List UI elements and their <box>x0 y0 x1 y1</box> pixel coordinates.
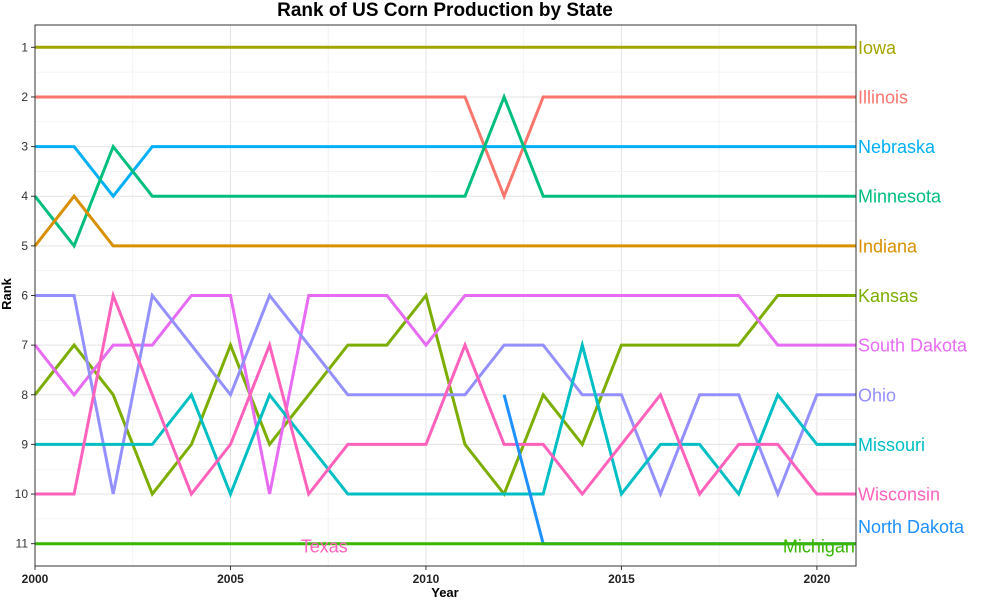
y-tick-label: 4 <box>21 189 28 203</box>
y-tick-label: 7 <box>21 338 28 352</box>
series-end-labels: Iowa Illinois Nebraska Minnesota Indiana Kans… <box>301 38 968 557</box>
series-line-indiana <box>33 193 856 248</box>
x-axis-ticks: 2000 2005 2010 2015 2020 <box>22 566 831 586</box>
y-tick-label: 1 <box>21 40 28 54</box>
y-axis-title: Rank <box>0 277 14 310</box>
series-label-indiana: Indiana <box>858 236 918 256</box>
x-axis-title: Year <box>431 585 458 600</box>
series-label-missouri: Missouri <box>858 435 925 455</box>
x-tick-label: 2005 <box>217 572 244 586</box>
series-label-ohio: Ohio <box>858 385 896 405</box>
y-tick-label: 5 <box>21 239 28 253</box>
y-tick-label: 3 <box>21 140 28 154</box>
y-tick-label: 2 <box>21 90 28 104</box>
y-tick-label: 10 <box>15 487 29 501</box>
series-line-kansas <box>33 292 856 497</box>
y-tick-label: 8 <box>21 388 28 402</box>
series-lines <box>33 45 856 546</box>
series-label-iowa: Iowa <box>858 38 897 58</box>
y-tick-label: 6 <box>21 289 28 303</box>
x-tick-label: 2020 <box>804 572 831 586</box>
y-tick-label: 9 <box>21 437 28 451</box>
series-line-minnesota <box>33 92 856 249</box>
y-axis-ticks: 1 2 3 4 5 6 7 8 9 10 11 <box>15 40 35 551</box>
series-label-kansas: Kansas <box>858 286 918 306</box>
x-tick-label: 2015 <box>608 572 635 586</box>
x-tick-label: 2000 <box>22 572 49 586</box>
x-tick-label: 2010 <box>413 572 440 586</box>
series-label-illinois: Illinois <box>858 87 908 107</box>
series-label-minnesota: Minnesota <box>858 187 942 207</box>
series-label-south-dakota: South Dakota <box>858 336 968 356</box>
y-tick-label: 11 <box>16 537 29 551</box>
series-label-michigan: Michigan <box>783 537 855 557</box>
series-line-nebraska <box>35 145 856 199</box>
series-label-nebraska: Nebraska <box>858 137 936 157</box>
series-label-wisconsin: Wisconsin <box>858 485 940 505</box>
series-label-texas: Texas <box>301 537 348 557</box>
series-label-north-dakota: North Dakota <box>858 517 965 537</box>
chart-title: Rank of US Corn Production by State <box>277 0 613 21</box>
series-line-wisconsin <box>35 290 856 498</box>
series-line-illinois <box>35 95 856 201</box>
